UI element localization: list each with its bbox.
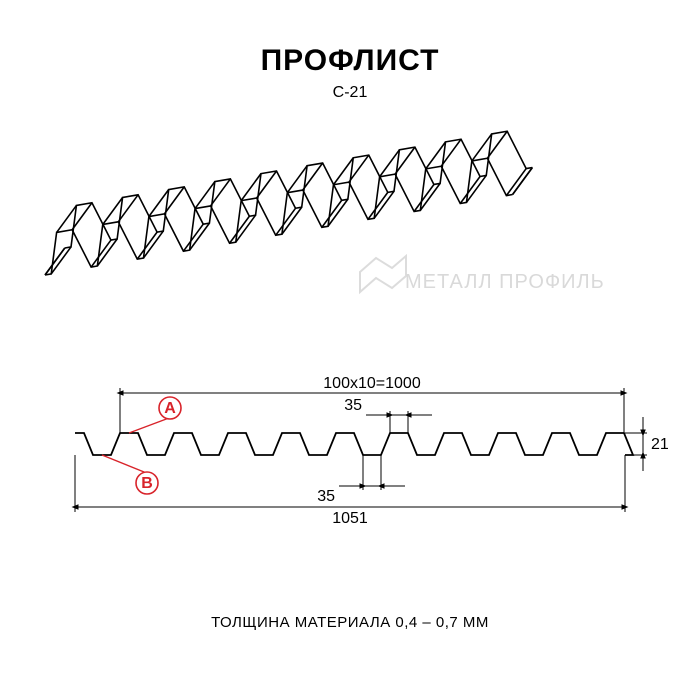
dim-pitch-text: 100х10=1000: [323, 375, 421, 392]
section-drawing: 100х10=1000 1051 35 35 21 A B: [75, 375, 669, 527]
marker-a-label: A: [164, 400, 176, 417]
watermark-logo: МЕТАЛЛ ПРОФИЛЬ: [360, 256, 605, 293]
cross-section: 100х10=1000 1051 35 35 21 A B: [0, 320, 700, 580]
dim-height-text: 21: [651, 436, 669, 453]
iso-view: МЕТАЛЛ ПРОФИЛЬ: [0, 0, 700, 320]
dim-overall-text: 1051: [332, 510, 368, 527]
dim-35-bot: 35: [317, 488, 335, 505]
dim-35-top: 35: [344, 397, 362, 414]
watermark-text: МЕТАЛЛ ПРОФИЛЬ: [405, 271, 605, 293]
iso-corrugation: [45, 131, 532, 275]
profile-path: [75, 433, 633, 455]
footer-text: ТОЛЩИНА МАТЕРИАЛА 0,4 – 0,7 ММ: [0, 614, 700, 631]
marker-b-label: B: [141, 475, 153, 492]
